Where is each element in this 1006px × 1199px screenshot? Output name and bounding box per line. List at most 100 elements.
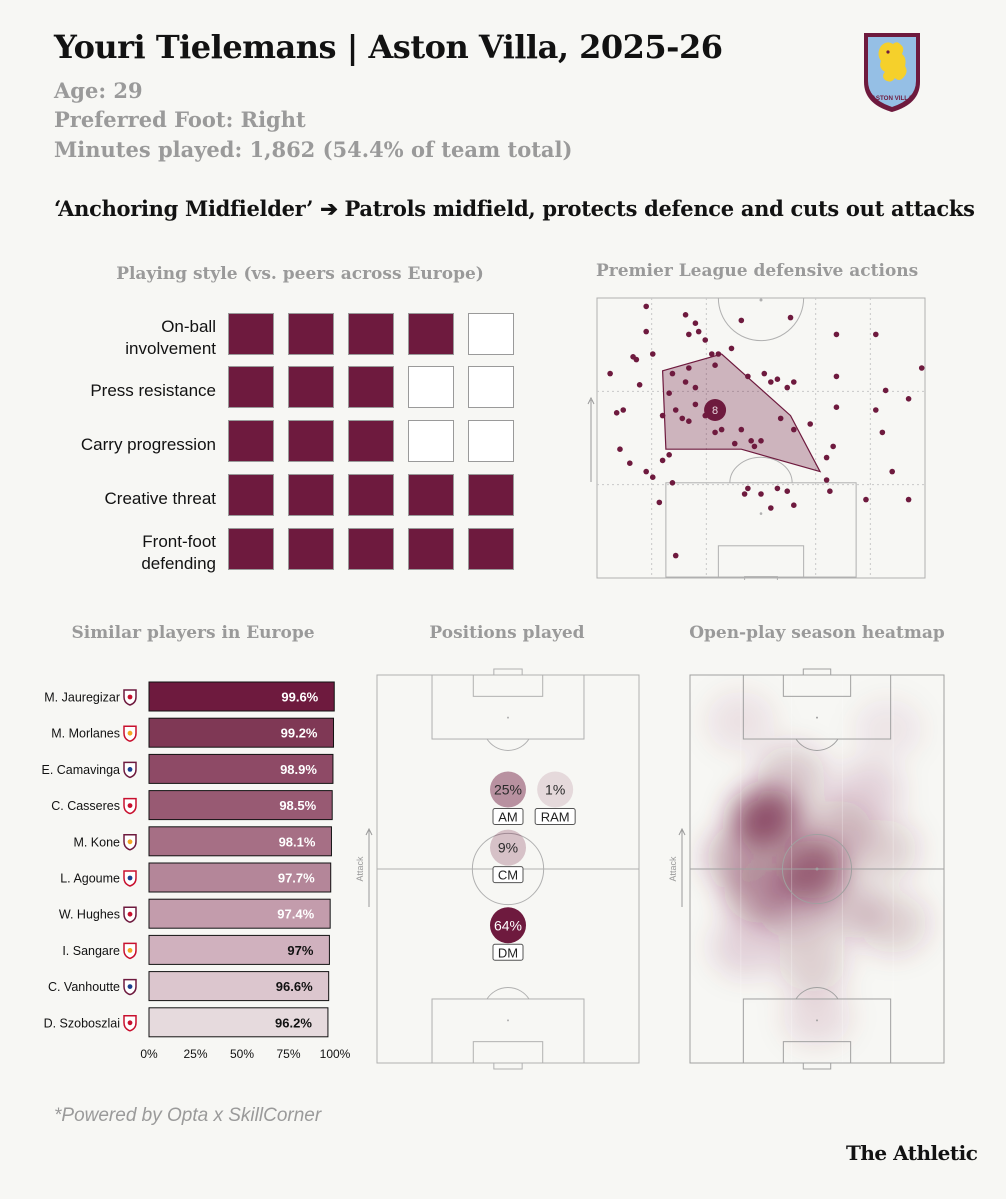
defensive-action-point <box>712 429 718 436</box>
defensive-action-point <box>686 331 692 338</box>
position-code-label: RAM <box>541 809 570 824</box>
defensive-action-point <box>768 505 774 511</box>
heatmap-blob <box>757 877 826 938</box>
defensive-action-point <box>731 440 738 447</box>
defensive-action-point <box>627 460 633 466</box>
sevilla-crest-icon <box>123 870 137 887</box>
season-heatmap-chart: Attack <box>668 668 945 1070</box>
defensive-action-point <box>649 474 656 480</box>
role-description: ‘Anchoring Midfielder’ ➔ Patrols midfiel… <box>54 196 975 221</box>
similar-players-chart: M. Jauregizar 99.6% M. Morlanes 99.2% E. Cam… <box>41 681 351 1061</box>
defensive-action-point <box>649 351 656 357</box>
x-tick-label: 0% <box>140 1047 158 1061</box>
defensive-action-point <box>656 499 663 506</box>
position-code-label: AM <box>498 809 518 824</box>
style-box-filled <box>228 366 274 408</box>
player-name-label: L. Agoume <box>60 872 120 886</box>
centre-circle <box>717 297 805 342</box>
style-box-filled <box>348 420 394 462</box>
defensive-action-point <box>827 488 833 494</box>
defensive-action-point <box>882 387 889 394</box>
style-row-label: Front-foot defending <box>141 532 216 573</box>
nottingham-forest-crest-icon <box>123 942 137 960</box>
defensive-action-point <box>873 331 879 338</box>
style-box-empty <box>468 420 514 462</box>
minutes-played: Minutes played: 1,862 (54.4% of team tot… <box>54 137 573 162</box>
similarity-value-label: 97.4% <box>277 907 314 922</box>
average-position-marker <box>704 399 727 421</box>
heatmap-blob <box>706 691 775 752</box>
style-row-label: Carry progression <box>80 435 216 454</box>
defensive-action-point <box>702 337 709 343</box>
playing-style-title: Playing style (vs. peers across Europe) <box>116 264 484 284</box>
attack-arrow-head <box>365 827 373 836</box>
defensive-action-point <box>682 312 689 318</box>
goal-top <box>802 668 832 676</box>
defensive-action-point <box>666 452 672 458</box>
roma-crest-icon <box>123 834 137 851</box>
nice-crest-icon <box>123 978 137 996</box>
defensive-action-point <box>738 426 745 433</box>
defensive-action-point <box>791 502 797 508</box>
player-name-label: E. Camavinga <box>41 763 120 777</box>
player-name-label: M. Jauregizar <box>44 691 120 705</box>
style-box-filled <box>408 528 454 570</box>
style-box-filled <box>348 366 394 408</box>
similarity-bar <box>148 934 330 965</box>
heatmap-density <box>706 691 928 1047</box>
defensive-action-point <box>617 446 623 452</box>
heatmap-blob <box>711 916 780 977</box>
style-box-filled <box>348 528 394 570</box>
defensive-action-point <box>643 303 649 310</box>
defensive-action-point <box>613 410 620 416</box>
defensive-action-point <box>905 396 912 402</box>
defensive-action-point <box>784 384 791 391</box>
similarity-bar <box>148 862 332 893</box>
similarity-bar <box>148 826 332 857</box>
heatmap-blob <box>783 986 851 1047</box>
positions-played-chart: Attack 25% AM 1% RAM 9% CM 64% DM <box>355 668 640 1070</box>
style-row-label: Creative threat <box>104 489 217 508</box>
defensive-action-point <box>768 379 774 385</box>
toulouse-crest-icon <box>123 797 137 815</box>
position-code-label: CM <box>498 868 518 883</box>
defensive-action-point <box>879 429 886 436</box>
x-tick-label: 75% <box>276 1047 300 1061</box>
heatmap-blob <box>849 819 918 880</box>
style-box-filled <box>408 474 454 516</box>
style-row-label: Press resistance <box>90 381 216 400</box>
arrow-head <box>587 396 595 405</box>
similarity-bar <box>148 717 335 748</box>
defensive-action-point <box>889 468 895 475</box>
defensive-action-point <box>643 328 649 335</box>
defensive-action-point <box>695 328 702 335</box>
defensive-action-point <box>774 376 781 382</box>
liverpool-crest-icon <box>123 1015 137 1032</box>
defensive-action-point <box>758 491 764 497</box>
style-box-filled <box>288 474 334 516</box>
similar-players-title: Similar players in Europe <box>71 623 315 643</box>
centre-circle <box>781 833 853 905</box>
athletic-club-crest-icon <box>123 689 137 706</box>
defensive-action-point <box>633 356 640 363</box>
style-box-filled <box>228 420 274 462</box>
defensive-action-point <box>669 370 676 377</box>
real-madrid-crest-icon <box>123 761 137 779</box>
heatmap-blob <box>777 932 846 993</box>
similarity-value-label: 99.2% <box>281 726 318 741</box>
defensive-action-point <box>774 485 781 492</box>
attack-label: Attack <box>355 856 365 882</box>
defensive-action-point <box>666 390 672 396</box>
defensive-action-point <box>833 331 840 338</box>
page-title: Youri Tielemans | Aston Villa, 2025-26 <box>54 28 723 66</box>
defensive-action-point <box>833 373 840 380</box>
position-share-label: 25% <box>494 781 522 797</box>
position-share-label: 64% <box>494 917 522 933</box>
defensive-action-point <box>823 477 830 483</box>
defensive-actions-chart: 8 <box>596 297 926 580</box>
style-box-filled <box>288 313 334 355</box>
defensive-action-point <box>669 480 676 486</box>
defensive-action-point <box>761 370 768 377</box>
crystal-palace-crest-icon <box>123 906 137 923</box>
style-box-filled <box>348 474 394 516</box>
